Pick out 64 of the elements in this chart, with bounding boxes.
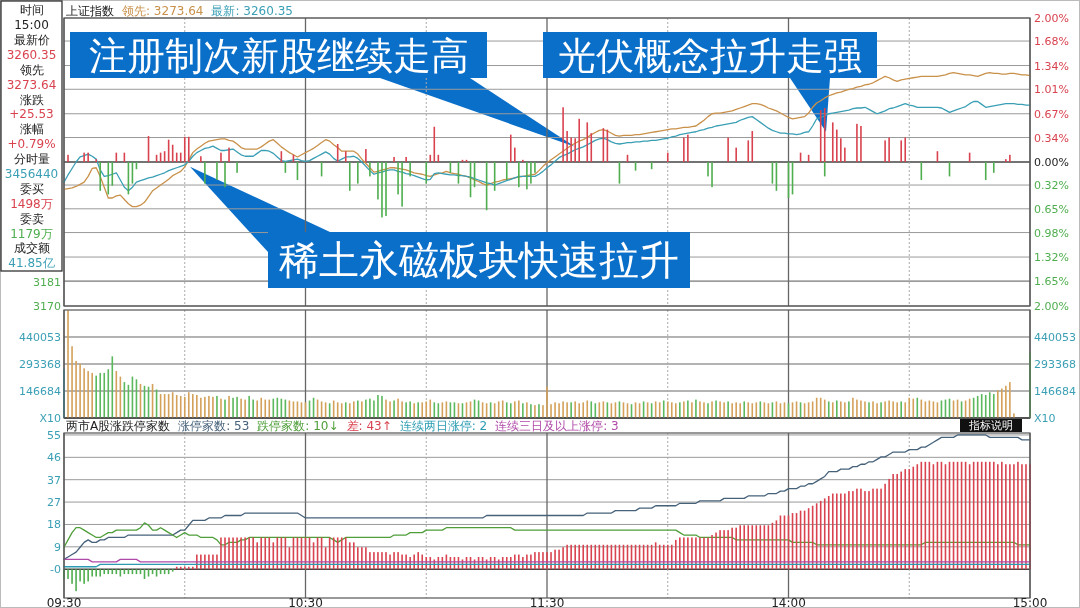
y-tick-label: 37: [47, 473, 61, 487]
text: 连续三日及以上涨停: 3: [495, 419, 619, 433]
y-tick-label: 3181: [33, 275, 61, 289]
text: 跌停家数: 10↓: [257, 419, 339, 433]
text: 委买: [19, 181, 44, 196]
text: 涨幅: [19, 122, 44, 137]
text: 1179万: [10, 226, 53, 241]
y2-tick-label: 146684: [1034, 385, 1076, 398]
text: 3456440: [4, 166, 59, 181]
chart-title: 上证指数: [66, 4, 114, 18]
y-tick-label: 146684: [19, 385, 61, 398]
text: +0.79%: [7, 137, 56, 152]
y-tick-label: -0: [50, 563, 61, 577]
y2-tick-label: 0.34%: [1034, 131, 1069, 145]
x-tick-label: 14:00: [771, 596, 806, 608]
text: 涨停家数: 53: [178, 419, 250, 433]
text: 最新价: [13, 32, 50, 47]
y2-tick-label: 1.34%: [1034, 59, 1069, 73]
y2-tick-label: 2.00%: [1034, 12, 1069, 25]
y2-tick-label: 2.00%: [1034, 300, 1069, 313]
x-tick-label: 10:30: [288, 596, 323, 608]
x-tick-label: 09:30: [46, 596, 82, 608]
text: 指标说明: [968, 419, 1013, 432]
y-tick-label: 3170: [33, 300, 61, 313]
y2-tick-label: 1.65%: [1034, 274, 1069, 288]
text: 领先: 3273.64: [122, 4, 204, 18]
text: 15:00: [14, 18, 49, 33]
y-tick-label: 293368: [19, 358, 61, 371]
y-tick-label: 46: [47, 451, 61, 465]
text: 时间: [19, 3, 44, 18]
y-tick-label: 9: [54, 540, 61, 554]
y-tick-label: X10: [39, 412, 61, 425]
text: 委卖: [19, 211, 44, 226]
y2-tick-label: X10: [1034, 412, 1056, 425]
text: 最新: 3260.35: [211, 4, 293, 18]
y2-tick-label: 1.32%: [1034, 251, 1069, 265]
text: +25.53: [9, 107, 54, 122]
text: 领先: [19, 62, 44, 77]
y-tick-label: 18: [47, 518, 61, 532]
y2-tick-label: 440053: [1034, 331, 1076, 344]
text: 连续两日涨停: 2: [399, 419, 488, 433]
y-tick-label: 27: [47, 496, 61, 510]
chart-title: 两市A股涨跌停家数: [66, 419, 171, 433]
y2-tick-label: 0.67%: [1034, 107, 1069, 121]
y2-tick-label: 1.01%: [1034, 83, 1069, 97]
y2-tick-label: 293368: [1034, 358, 1076, 371]
text: 41.85亿: [8, 256, 55, 271]
annotation: 稀土永磁板块快速拉升: [279, 237, 679, 284]
text: 分时量: [13, 152, 50, 167]
y2-tick-label: 0.00%: [1034, 156, 1069, 169]
y2-tick-label: 0.65%: [1034, 202, 1069, 216]
text: 差: 43↑: [346, 419, 392, 433]
text: 涨跌: [19, 92, 44, 107]
y-tick-label: 440053: [19, 331, 61, 344]
text: 3260.35: [6, 47, 57, 62]
text: 成交额: [13, 241, 50, 256]
y2-tick-label: 0.98%: [1034, 226, 1069, 240]
text: 1498万: [10, 196, 53, 211]
y2-tick-label: 1.68%: [1034, 35, 1069, 49]
y2-tick-label: 0.32%: [1034, 179, 1069, 193]
x-tick-label: 11:30: [529, 596, 565, 608]
text: 3273.64: [6, 77, 57, 92]
y-tick-label: 55: [47, 428, 61, 442]
x-tick-label: 15:00: [1012, 596, 1048, 608]
